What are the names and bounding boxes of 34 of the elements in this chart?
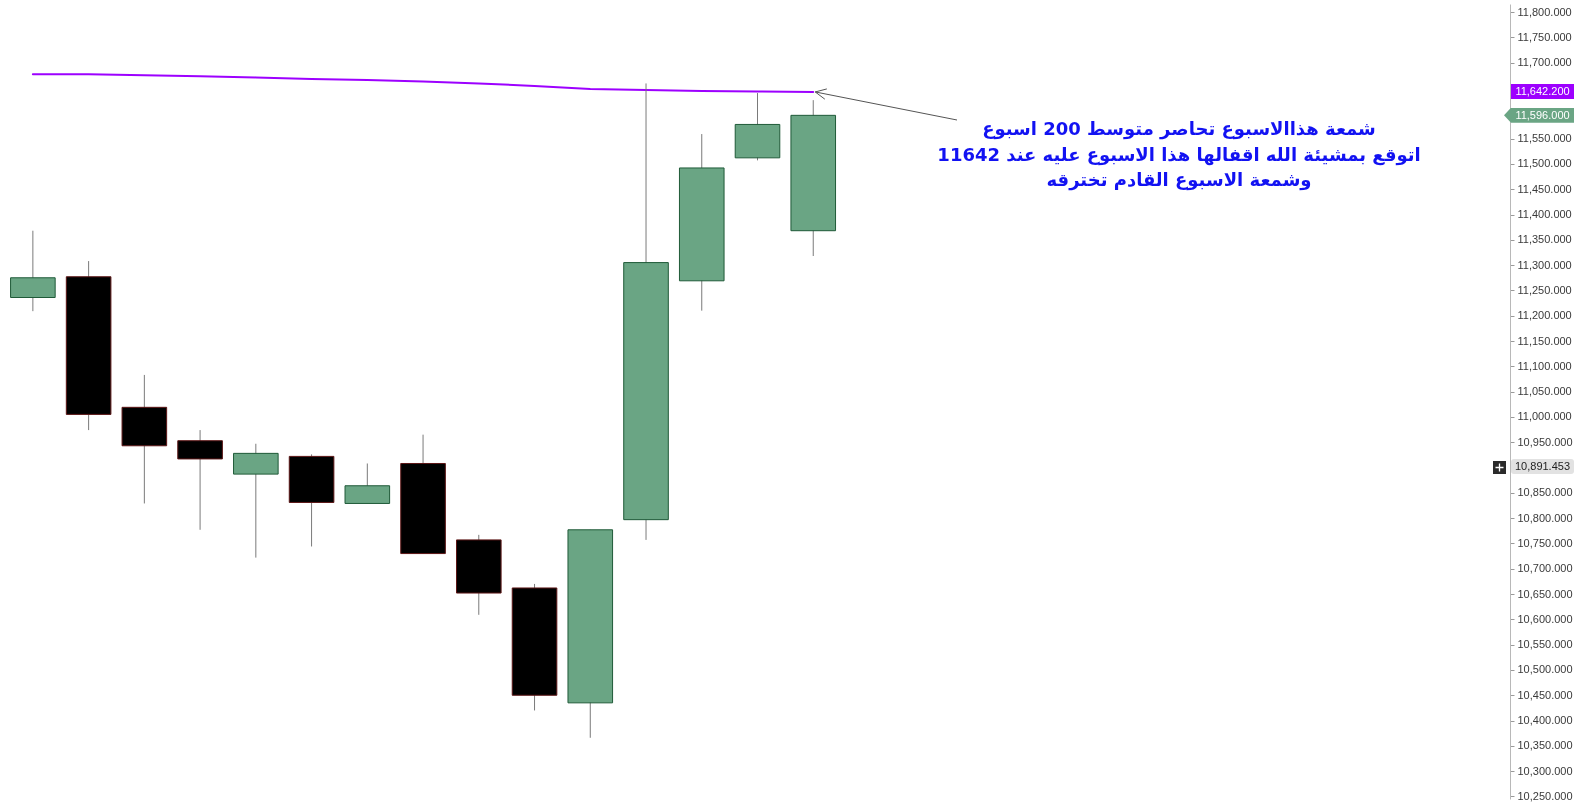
y-tick-label: 11,500.000 — [1517, 157, 1572, 170]
text: 11,642.200 — [1511, 84, 1574, 100]
y-tick-label: 10,450.000 — [1517, 688, 1573, 701]
y-tick-label: 10,650.000 — [1517, 587, 1573, 600]
line-series — [31, 73, 815, 93]
text: 10,891.453 — [1511, 458, 1574, 474]
y-tick-label: 11,000.000 — [1517, 410, 1572, 423]
y-tick-label: 11,050.000 — [1517, 385, 1572, 398]
y-tick-label: 11,150.000 — [1517, 334, 1572, 347]
y-tick-label: 11,250.000 — [1517, 283, 1572, 296]
y-tick-label: 10,950.000 — [1517, 435, 1573, 448]
y-tick-label: 10,850.000 — [1517, 486, 1573, 499]
y-tick-label: 11,700.000 — [1517, 56, 1572, 69]
y-tick-label: 11,400.000 — [1517, 208, 1572, 221]
y-tick-label: 10,250.000 — [1517, 789, 1573, 802]
y-tick-label: 11,550.000 — [1517, 132, 1572, 145]
annotation: شمعة هذاالاسبوع تحاصر متوسط 200 اسبوع اتوقع بمشيئة الله اقفالها هذا الاسبوع عليه عند 11642 وشمعة الاسبوع القادم تخترقه — [937, 118, 1421, 191]
y-tick-label: 10,800.000 — [1517, 511, 1573, 524]
y-tick-label: 10,550.000 — [1517, 638, 1573, 651]
y-tick-label: 11,450.000 — [1517, 182, 1572, 195]
y-tick-label: 10,300.000 — [1517, 764, 1573, 777]
y-tick-label: 10,600.000 — [1517, 612, 1573, 625]
y-tick-label: 11,350.000 — [1517, 233, 1572, 246]
y-tick-label: 11,750.000 — [1517, 30, 1572, 43]
y-tick-label: 11,800.000 — [1517, 5, 1572, 18]
text: 11,596.000 — [1504, 107, 1574, 123]
y-tick-label: 10,500.000 — [1517, 663, 1573, 676]
y-tick-label: 11,100.000 — [1517, 359, 1572, 372]
y-tick-label: 10,750.000 — [1517, 536, 1573, 549]
y-tick-label: 11,300.000 — [1517, 258, 1572, 271]
y-tick-label: 11,200.000 — [1517, 309, 1572, 322]
y-tick-label: 10,700.000 — [1517, 562, 1573, 575]
y-tick-label: 10,400.000 — [1517, 714, 1573, 727]
y-tick-label: 10,350.000 — [1517, 739, 1573, 752]
